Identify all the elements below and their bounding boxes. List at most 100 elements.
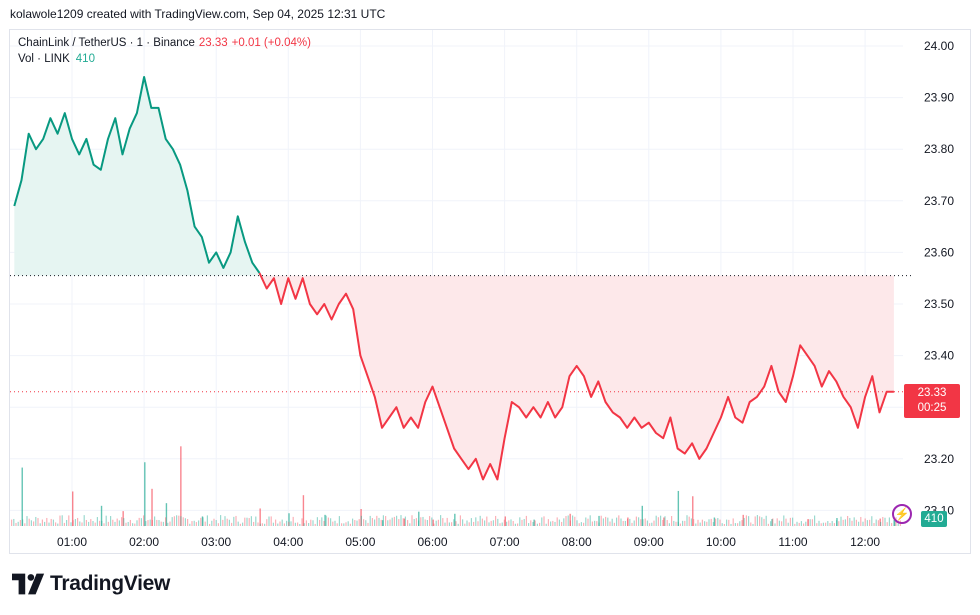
volume-bar [677, 521, 679, 526]
volume-bar [413, 519, 415, 526]
volume-bar [396, 515, 398, 526]
volume-bar [374, 519, 376, 526]
volume-bar [224, 516, 226, 526]
volume-bar [633, 520, 635, 526]
volume-bar [173, 516, 175, 526]
volume-bar [343, 523, 345, 526]
y-tick-label: 23.70 [924, 194, 954, 208]
volume-bar [371, 518, 373, 526]
volume-bar [286, 520, 288, 526]
volume-bar [629, 518, 631, 526]
volume-bar [851, 520, 853, 526]
volume-bar [176, 515, 178, 526]
volume-bar [864, 518, 866, 526]
chart-frame[interactable] [9, 29, 971, 554]
volume-bar [836, 518, 838, 526]
volume-bar [180, 446, 182, 526]
volume-bar [178, 515, 180, 526]
volume-bar [332, 521, 334, 526]
volume-bar [272, 522, 274, 526]
tradingview-brand[interactable]: TradingView [12, 572, 170, 596]
volume-bar [756, 515, 758, 526]
volume-bar [59, 515, 61, 526]
volume-bar [842, 519, 844, 526]
volume-bar [543, 516, 545, 526]
volume-bar [533, 519, 535, 526]
volume-bar [840, 516, 842, 526]
volume-bar [561, 521, 563, 526]
volume-legend-label[interactable]: Vol · LINK [18, 53, 70, 65]
volume-bar [660, 515, 662, 526]
volume-bar [233, 516, 235, 526]
volume-bar [24, 523, 26, 526]
volume-bar [239, 523, 241, 526]
volume-bar [237, 521, 239, 526]
volume-bar [363, 519, 365, 526]
volume-bar [288, 513, 290, 526]
volume-bar [807, 519, 809, 526]
volume-bar [187, 519, 189, 526]
symbol-label[interactable]: ChainLink / TetherUS · 1 · Binance [18, 37, 195, 49]
x-tick-label: 07:00 [490, 535, 520, 549]
volume-bar [847, 515, 849, 526]
volume-bar [594, 520, 596, 526]
volume-bar [330, 518, 332, 526]
volume-bar [382, 515, 384, 526]
volume-bar [503, 519, 505, 526]
volume-bar [246, 517, 248, 526]
volume-bar [151, 520, 153, 526]
volume-bar [580, 522, 582, 526]
volume-bar [866, 520, 868, 526]
volume-bar [290, 521, 292, 526]
volume-bar [499, 523, 501, 526]
volume-bar [277, 523, 279, 526]
volume-bar [253, 521, 255, 526]
volume-bar [528, 523, 530, 526]
last-volume-badge: 410 [921, 511, 947, 527]
volume-bar [79, 521, 81, 526]
volume-bar [807, 519, 809, 526]
volume-bar [28, 518, 30, 526]
volume-bar [57, 523, 59, 526]
volume-bar [712, 522, 714, 526]
volume-bar [138, 517, 140, 526]
volume-bar [389, 519, 391, 526]
volume-bar [151, 488, 153, 526]
volume-bar [125, 522, 127, 526]
volume-bar [451, 522, 453, 526]
volume-bar [693, 519, 695, 526]
volume-bar [512, 521, 514, 526]
flash-icon[interactable]: ⚡ [892, 504, 912, 524]
volume-bar [849, 517, 851, 526]
y-tick-label: 23.20 [924, 452, 954, 466]
volume-bar [275, 519, 277, 526]
volume-bar [618, 515, 620, 526]
volume-bar [215, 520, 217, 526]
volume-bar [453, 519, 455, 526]
volume-bar [778, 520, 780, 526]
x-tick-label: 04:00 [273, 535, 303, 549]
volume-bar [403, 518, 406, 526]
volume-bar [310, 519, 312, 526]
volume-bar [134, 523, 136, 526]
volume-bar [316, 517, 318, 526]
volume-bar [855, 519, 857, 526]
price-lines [10, 76, 913, 481]
volume-bar [393, 516, 395, 526]
volume-bar [624, 520, 626, 526]
volume-bar [743, 517, 745, 526]
volume-bar [411, 515, 413, 526]
volume-bar [222, 519, 224, 526]
volume-bar [360, 515, 362, 526]
volume-bar [429, 516, 431, 526]
volume-bar [266, 519, 268, 526]
volume-bar [486, 516, 488, 526]
volume-bar [836, 520, 838, 526]
volume-bar [116, 518, 118, 526]
volume-bar [583, 522, 585, 526]
volume-bar [596, 521, 598, 526]
legend-price: 23.33 [198, 37, 228, 49]
volume-bar [257, 522, 259, 526]
volume-bar [754, 516, 756, 526]
